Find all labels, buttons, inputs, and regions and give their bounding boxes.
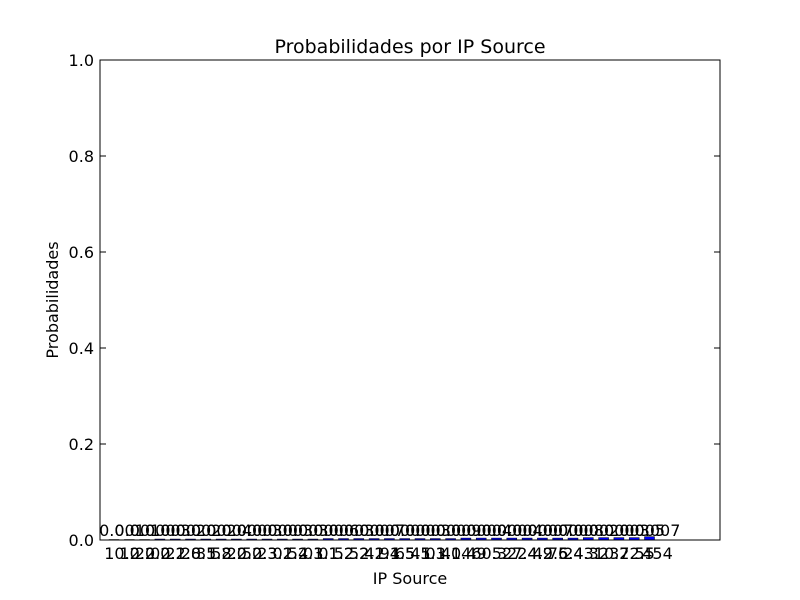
bar-value-label: 0.006 <box>313 521 359 540</box>
x-tick-label: 10.7 <box>594 544 630 563</box>
x-tick-label: 24.2 <box>517 544 553 563</box>
bar-value-label: 0.000 <box>420 521 466 540</box>
x-tick-label: 27.4 <box>502 544 538 563</box>
x-tick-label: 3.2 <box>584 544 609 563</box>
x-tick-label: 21.8 <box>165 544 201 563</box>
bar-value-label: 0.003 <box>405 521 451 540</box>
bar-value-label: 0.002 <box>191 521 237 540</box>
bar-value-label: 0.000 <box>482 521 528 540</box>
x-tick-label-group: 10.210.220.200.221.820.135.258.220.250.3… <box>104 544 673 563</box>
y-tick-label: 1.0 <box>69 51 94 70</box>
bar-value-label: 0.003 <box>283 521 329 540</box>
x-tick-label: 65.1 <box>395 544 431 563</box>
x-tick-label: 00.2 <box>150 544 186 563</box>
x-tick-label: 49.6 <box>533 544 569 563</box>
bar-value-label: 0.000 <box>344 521 390 540</box>
chart-title: Probabilidades por IP Source <box>274 36 545 58</box>
x-tick-label: 20.2 <box>135 544 171 563</box>
bar-value-label: 0.004 <box>497 521 543 540</box>
x-tick-label: 4.9 <box>461 544 486 563</box>
bar-value-label: 0.001 <box>114 521 160 540</box>
bar-value-label: 0.003 <box>329 521 375 540</box>
x-tick-label: 02.2 <box>272 544 308 563</box>
bar-value-label: 0.002 <box>176 521 222 540</box>
bar-value-label: 0.000 <box>252 521 298 540</box>
bar-value-label: 0.000 <box>298 521 344 540</box>
y-tick-label: 0.6 <box>69 243 94 262</box>
x-tick-label: 52.2 <box>334 544 370 563</box>
bar-value-label: 0.005 <box>619 521 665 540</box>
x-tick-label: 75.4 <box>548 544 584 563</box>
x-tick-label: 35.2 <box>196 544 232 563</box>
bar-value-label: 0.004 <box>466 521 512 540</box>
x-tick-label: 32.5 <box>609 544 645 563</box>
x-tick-label: 454 <box>642 544 673 563</box>
bar-value-label: 0.003 <box>237 521 283 540</box>
bar-value-label: 0.007 <box>527 521 573 540</box>
y-axis-label: Probabilidades <box>43 241 62 358</box>
y-tick-label: 0.8 <box>69 147 94 166</box>
x-axis-label: IP Source <box>373 569 447 588</box>
bar-value-label: 0.009 <box>436 521 482 540</box>
bar-value-label: 0.002 <box>160 521 206 540</box>
bar-value-label: 0.004 <box>206 521 252 540</box>
bar-value-label: 0.003 <box>604 521 650 540</box>
x-tick-label: 03.1 <box>425 544 461 563</box>
x-tick-label: 42.1 <box>364 544 400 563</box>
bar-value-label: 0.008 <box>558 521 604 540</box>
x-tick-label: 23.1 <box>257 544 293 563</box>
bar-value-label: 0.003 <box>267 521 313 540</box>
bar-value-label: 0.001 <box>99 521 145 540</box>
x-tick-label: 45.1 <box>410 544 446 563</box>
bar-value-label: 0.000 <box>589 521 635 540</box>
bar-value-label: 0.002 <box>573 521 619 540</box>
bar-value-label: 0.000 <box>221 521 267 540</box>
x-tick-label: 60.3 <box>471 544 507 563</box>
bar-value-label: 0.000 <box>543 521 589 540</box>
x-tick-label: 40.4 <box>441 544 477 563</box>
x-tick-label: 5.2 <box>492 544 517 563</box>
bar-value-label: 0.000 <box>374 521 420 540</box>
x-tick-label: 58.2 <box>211 544 247 563</box>
x-tick-label: 54.1 <box>288 544 324 563</box>
bar-value-label: 0.000 <box>390 521 436 540</box>
bar-value-label: 0.000 <box>512 521 558 540</box>
bar-value-label: 0.007 <box>635 521 681 540</box>
x-tick-label: 24.3 <box>563 544 599 563</box>
x-tick-label: 10.2 <box>119 544 155 563</box>
x-tick-label: 94.5 <box>380 544 416 563</box>
x-tick-label: 01.2 <box>318 544 354 563</box>
x-tick-label: 03.1 <box>303 544 339 563</box>
value-label-group: 0.0010.0010.0000.0030.0020.0020.0020.004… <box>99 521 680 540</box>
x-tick-label: 20.1 <box>181 544 217 563</box>
bar-value-label: 0.000 <box>130 521 176 540</box>
x-tick-label: 2.5 <box>629 544 654 563</box>
bar-value-label: 0.000 <box>451 521 497 540</box>
bar-value-label: 0.003 <box>145 521 191 540</box>
y-tick-label: 0.2 <box>69 435 94 454</box>
x-tick-label: 52.1 <box>349 544 385 563</box>
bar-value-label: 0.007 <box>359 521 405 540</box>
x-tick-label: 10.2 <box>104 544 140 563</box>
plot-frame <box>99 59 721 541</box>
x-tick-label: 20.2 <box>227 544 263 563</box>
x-tick-label: 50.3 <box>242 544 278 563</box>
y-tick-label: 0.4 <box>69 339 94 358</box>
y-tick-label: 0.0 <box>69 531 94 550</box>
